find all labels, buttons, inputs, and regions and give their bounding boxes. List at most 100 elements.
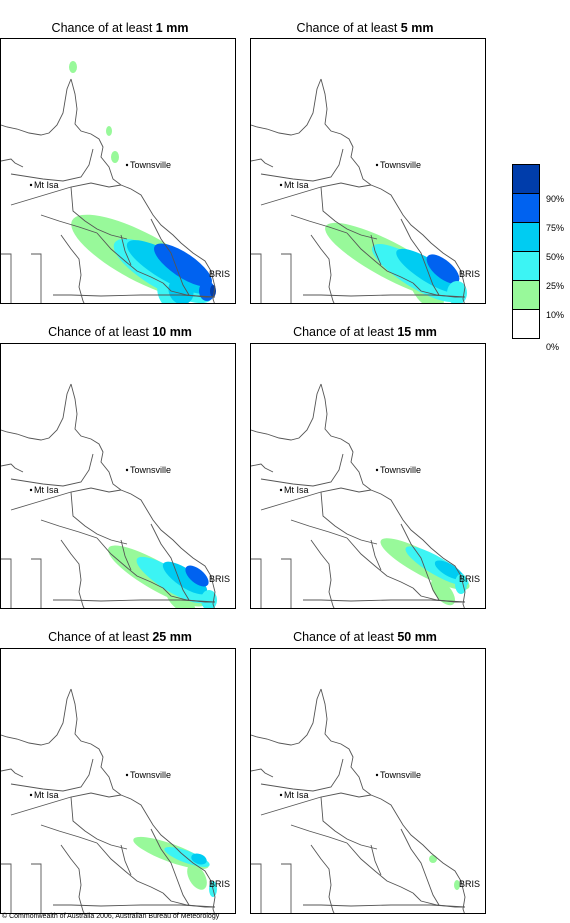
region-boundary (31, 863, 42, 913)
probability-area-band_75_90 (154, 243, 212, 287)
probability-area-band_10_25 (429, 855, 437, 863)
region-boundary (310, 844, 335, 913)
map-5mm: Townsville Mt Isa BRIS (250, 38, 486, 304)
place-dot-townsville (375, 468, 379, 472)
region-boundary (10, 182, 122, 206)
gulf-coastline (1, 78, 72, 136)
probability-area-band_50_75 (168, 277, 194, 303)
region-boundary (303, 599, 466, 603)
panel-title-25mm: Chance of at least 25 mm (48, 630, 192, 644)
map-50mm: Townsville Mt Isa BRIS (250, 648, 486, 914)
region-boundary (10, 758, 94, 792)
region-boundary (400, 523, 440, 601)
coastline (70, 688, 216, 913)
probability-area-band_50_75 (434, 560, 464, 580)
legend-swatch-25-50 (512, 251, 540, 281)
region-boundary (260, 758, 344, 792)
legend-label-0: 0% (546, 342, 560, 352)
coastline (320, 78, 466, 303)
place-label-bris: BRIS (459, 269, 480, 279)
place-label-mt-isa: Mt Isa (284, 790, 309, 800)
region-boundary (400, 218, 440, 296)
place-label-townsville: Townsville (380, 770, 421, 780)
region-boundary (251, 253, 262, 303)
place-label-bris: BRIS (209, 879, 230, 889)
region-boundary (260, 148, 344, 182)
coastline (320, 383, 466, 608)
place-label-mt-isa: Mt Isa (34, 485, 59, 495)
region-boundary (251, 558, 262, 608)
region-boundary (1, 158, 24, 168)
legend-swatch-90-100 (512, 164, 540, 194)
probability-area-band_50_75 (396, 248, 462, 294)
place-label-townsville: Townsville (130, 160, 171, 170)
region-boundary (40, 824, 98, 844)
place-dot-townsville (125, 163, 129, 167)
legend-label-10: 10% (546, 310, 565, 320)
probability-area-band_10_25 (69, 61, 77, 73)
place-dot-townsville (125, 468, 129, 472)
region-boundary (251, 463, 274, 473)
probability-area-band_10_25 (187, 864, 207, 890)
place-dot-mt-isa (279, 488, 283, 492)
legend-label-25: 25% (546, 281, 565, 291)
probability-area-band_50_75 (191, 853, 207, 865)
place-label-townsville: Townsville (380, 465, 421, 475)
region-boundary (150, 523, 190, 601)
place-dot-townsville (375, 773, 379, 777)
region-boundary (96, 232, 164, 284)
region-boundary (10, 487, 122, 511)
region-boundary (346, 842, 414, 894)
panel-title-5mm: Chance of at least 5 mm (296, 21, 434, 35)
region-boundary (281, 253, 292, 303)
region-boundary (120, 539, 132, 571)
map-25mm: Townsville Mt Isa BRIS (0, 648, 236, 914)
probability-area-band_10_25 (454, 880, 460, 890)
region-boundary (346, 537, 414, 589)
panel-title-10mm: Chance of at least 10 mm (48, 325, 192, 339)
legend-label-75: 75% (546, 223, 565, 233)
region-boundary (60, 234, 85, 303)
region-boundary (96, 842, 164, 894)
probability-area-band_10_25 (111, 151, 119, 163)
region-boundary (346, 232, 414, 284)
place-dot-mt-isa (29, 183, 33, 187)
region-boundary (40, 519, 98, 539)
region-boundary (320, 186, 378, 240)
region-boundary (53, 599, 216, 603)
place-dot-townsville (125, 773, 129, 777)
place-label-mt-isa: Mt Isa (284, 485, 309, 495)
rainfall-map-svg: Townsville Mt Isa BRIS (251, 688, 480, 913)
region-boundary (1, 768, 24, 778)
place-label-bris: BRIS (209, 574, 230, 584)
place-dot-mt-isa (29, 793, 33, 797)
region-boundary (310, 539, 335, 608)
region-boundary (53, 904, 216, 908)
probability-area-band_10_25 (431, 578, 455, 606)
legend-swatch-0-10 (512, 309, 540, 339)
copyright-notice: © Commonwealth of Australia 2006, Austra… (2, 913, 220, 920)
coastline (320, 688, 466, 913)
region-boundary (120, 844, 132, 876)
probability-area-band_25_50 (136, 556, 206, 604)
region-boundary (10, 148, 94, 182)
region-boundary (370, 539, 382, 571)
region-boundary (1, 253, 12, 303)
region-boundary (303, 904, 466, 908)
probability-area-band_25_50 (447, 281, 467, 303)
probability-legend: 90% 75% 50% 25% 10% 0% (512, 164, 564, 352)
region-boundary (260, 453, 344, 487)
region-boundary (251, 768, 274, 778)
panel-title-15mm: Chance of at least 15 mm (293, 325, 437, 339)
region-boundary (320, 491, 378, 545)
region-boundary (40, 214, 98, 234)
region-boundary (320, 796, 378, 850)
region-boundary (260, 182, 372, 206)
panel-title-1mm: Chance of at least 1 mm (51, 21, 189, 35)
gulf-coastline (1, 688, 72, 746)
coastline (70, 383, 216, 608)
gulf-coastline (251, 78, 322, 136)
region-boundary (150, 218, 190, 296)
gulf-coastline (251, 688, 322, 746)
region-boundary (60, 844, 85, 913)
